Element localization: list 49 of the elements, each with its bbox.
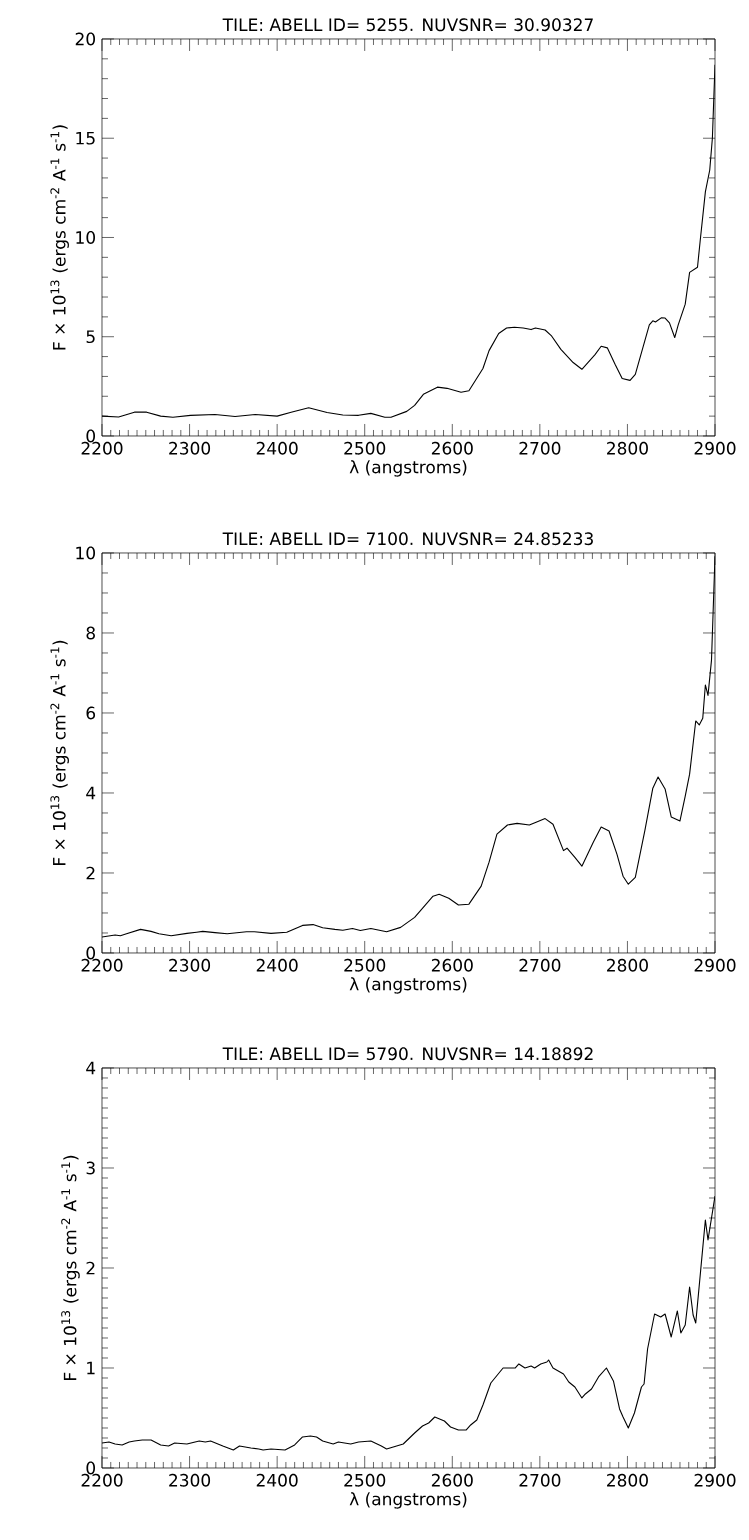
y-tick-label: 2 [86, 1261, 95, 1275]
x-tick-label: 2700 [519, 441, 561, 455]
x-tick-label: 2300 [169, 1473, 211, 1487]
x-tick-label: 2200 [81, 441, 123, 455]
x-tick-label: 2600 [431, 1473, 473, 1487]
y-tick-label: 0 [86, 1461, 96, 1475]
chart-title: TILE: ABELL ID= 5255. NUVSNR= 30.90327 [222, 18, 593, 32]
x-tick-label: 2900 [694, 958, 736, 972]
y-tick-label: 6 [86, 706, 96, 720]
chart-title: TILE: ABELL ID= 7100. NUVSNR= 24.85233 [222, 532, 593, 546]
x-tick-label: 2600 [431, 958, 473, 972]
x-tick-label: 2800 [607, 1473, 648, 1487]
x-tick-label: 2700 [519, 1473, 561, 1487]
x-tick-label: 2500 [344, 1473, 386, 1487]
x-tick-label: 2900 [694, 441, 736, 455]
x-tick-label: 2400 [256, 958, 298, 972]
y-tick-label: 20 [75, 32, 95, 46]
x-axis-title: λ (angstroms) [349, 1492, 467, 1509]
x-tick-label: 2200 [81, 1473, 123, 1487]
y-tick-label: 4 [86, 786, 96, 800]
y-tick-label: 1 [87, 1361, 95, 1375]
text: F × 10$^{13}$ (ergs cm$^{-2}$ A$^{-1}$ s$^{-1}$) [50, 640, 69, 865]
y-tick-label: 10 [76, 231, 95, 244]
text: F × 10$^{13}$ (ergs cm$^{-2}$ A$^{-1}$ s$^{-1}$) [61, 1155, 80, 1380]
x-tick-label: 2300 [169, 958, 211, 972]
chart-title: TILE: ABELL ID= 5790. NUVSNR= 14.18892 [222, 1047, 593, 1061]
x-tick-label: 2600 [431, 441, 473, 455]
x-tick-label: 2400 [256, 441, 298, 455]
x-tick-label: 2800 [607, 958, 648, 972]
x-tick-label: 2900 [694, 1473, 736, 1487]
x-tick-label: 2800 [607, 441, 648, 455]
x-tick-label: 2700 [519, 958, 561, 972]
y-tick-label: 10 [76, 546, 95, 560]
y-tick-label: 5 [86, 330, 95, 344]
x-tick-label: 2500 [344, 958, 386, 972]
x-tick-label: 2300 [169, 441, 211, 455]
x-axis-title: λ (angstroms) [349, 460, 467, 477]
y-tick-label: 8 [86, 626, 95, 640]
y-tick-label: 0 [86, 946, 96, 960]
y-tick-label: 15 [76, 131, 95, 145]
y-tick-label: 3 [86, 1161, 95, 1175]
y-tick-label: 2 [86, 866, 95, 880]
x-axis-title: λ (angstroms) [349, 977, 467, 994]
text: F × 10$^{13}$ (ergs cm$^{-2}$ A$^{-1}$ s$^{-1}$) [50, 125, 69, 350]
x-tick-label: 2500 [344, 441, 386, 455]
y-tick-label: 4 [86, 1061, 96, 1075]
y-tick-label: 0 [86, 429, 96, 443]
x-tick-label: 2400 [256, 1473, 298, 1487]
x-tick-label: 2200 [81, 958, 123, 972]
